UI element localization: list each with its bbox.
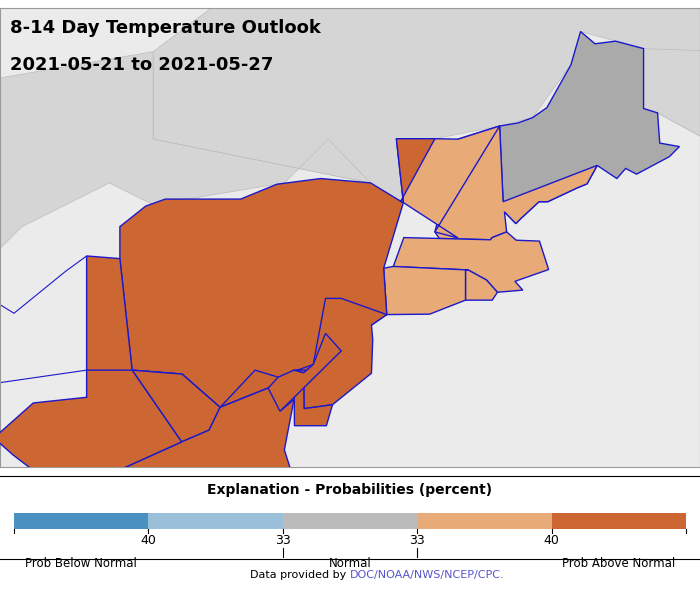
- Bar: [148, 513, 283, 529]
- Text: Explanation - Probabilities (percent): Explanation - Probabilities (percent): [207, 483, 493, 497]
- Polygon shape: [0, 51, 370, 397]
- Polygon shape: [0, 8, 700, 467]
- Text: DOC/NOAA/NWS/NCEP/CPC.: DOC/NOAA/NWS/NCEP/CPC.: [350, 570, 505, 580]
- Text: 33: 33: [410, 534, 425, 547]
- Text: 40: 40: [544, 534, 559, 547]
- Bar: [283, 513, 417, 529]
- Text: 8-14 Day Temperature Outlook: 8-14 Day Temperature Outlook: [10, 20, 321, 37]
- Polygon shape: [396, 126, 500, 238]
- Polygon shape: [304, 298, 386, 408]
- Text: Data provided by: Data provided by: [251, 570, 350, 580]
- Bar: [14, 513, 148, 529]
- Polygon shape: [466, 270, 498, 300]
- Text: 33: 33: [275, 534, 290, 547]
- Text: Normal: Normal: [328, 557, 372, 570]
- Polygon shape: [235, 405, 244, 411]
- Polygon shape: [393, 232, 549, 293]
- Bar: [552, 513, 686, 529]
- Polygon shape: [132, 333, 342, 442]
- Polygon shape: [643, 48, 700, 204]
- Polygon shape: [384, 267, 468, 314]
- Text: Prob Below Normal: Prob Below Normal: [25, 557, 137, 570]
- Polygon shape: [0, 388, 294, 540]
- Polygon shape: [120, 139, 435, 411]
- Polygon shape: [0, 256, 87, 397]
- Polygon shape: [153, 0, 700, 204]
- Polygon shape: [0, 480, 307, 591]
- Text: 40: 40: [141, 534, 156, 547]
- Polygon shape: [500, 31, 680, 223]
- Polygon shape: [294, 370, 332, 426]
- Text: 2021-05-21 to 2021-05-27: 2021-05-21 to 2021-05-27: [10, 56, 274, 74]
- Polygon shape: [0, 397, 241, 540]
- Text: Prob Above Normal: Prob Above Normal: [562, 557, 676, 570]
- Polygon shape: [0, 370, 181, 477]
- Polygon shape: [435, 126, 597, 240]
- Polygon shape: [87, 256, 342, 407]
- Bar: [417, 513, 552, 529]
